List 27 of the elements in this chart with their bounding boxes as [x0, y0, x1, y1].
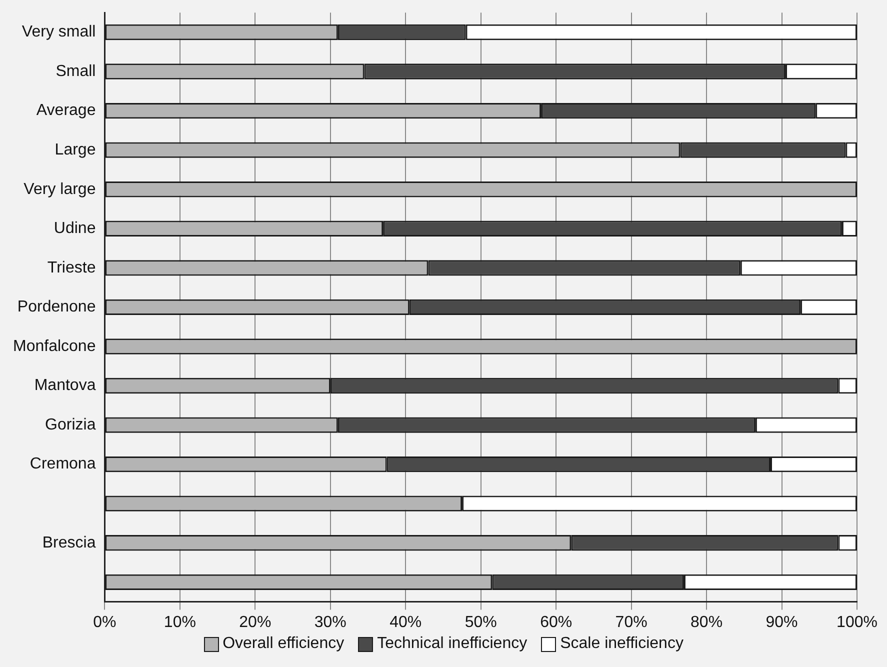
- y-tick-label: Monfalcone: [13, 338, 96, 355]
- x-tick-label: 10%: [164, 614, 196, 631]
- y-tick-label: Average: [36, 102, 96, 120]
- x-tick-label: 50%: [464, 614, 497, 631]
- x-tick-label: 80%: [690, 614, 723, 631]
- y-tick-label: Large: [54, 141, 96, 158]
- text: Scale inefficiency: [560, 635, 684, 653]
- y-tick-label: Very large: [24, 180, 96, 198]
- x-tick-label: 20%: [239, 614, 272, 631]
- x-tick-label: 90%: [766, 614, 798, 631]
- y-tick-label: Brescia: [42, 534, 96, 552]
- x-tick-label: 100%: [836, 614, 878, 631]
- x-tick-label: 30%: [314, 614, 346, 631]
- legend-label: Technical inefficiency: [377, 635, 528, 653]
- x-tick-label: 60%: [540, 614, 572, 631]
- x-tick-label: 40%: [390, 614, 422, 631]
- y-tick-label: Udine: [54, 220, 96, 238]
- y-tick-label: Gorizia: [45, 416, 96, 434]
- x-tick-label: 70%: [615, 614, 648, 631]
- y-tick-label: Pordenone: [17, 298, 96, 316]
- x-tick-label: 0%: [93, 614, 116, 631]
- y-tick-label: Cremona: [30, 456, 96, 473]
- y-tick-label: Very small: [22, 24, 96, 41]
- y-tick-label: Mantova: [34, 377, 96, 394]
- legend-label: Overall efficiency: [222, 635, 344, 653]
- y-tick-label: Trieste: [47, 259, 96, 276]
- y-tick-label: Small: [56, 62, 96, 80]
